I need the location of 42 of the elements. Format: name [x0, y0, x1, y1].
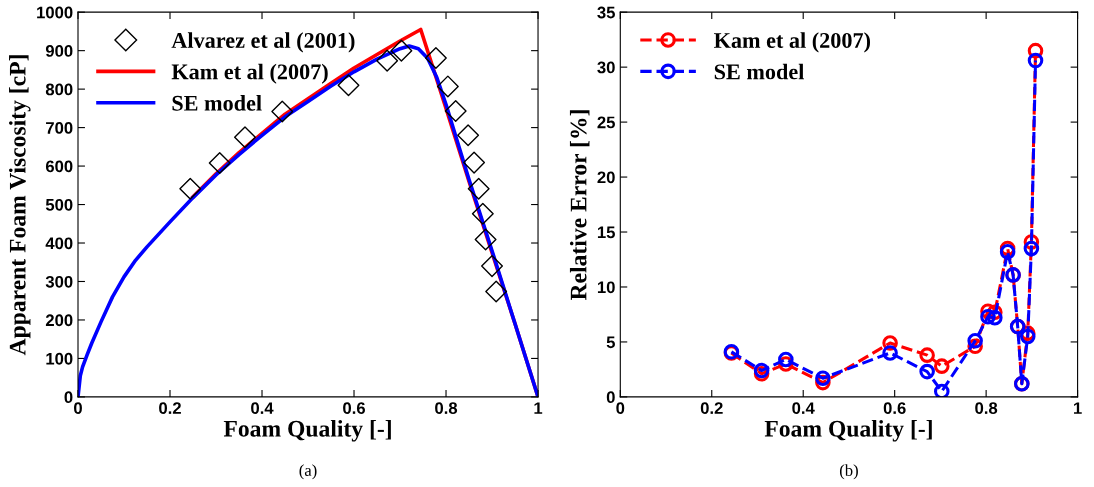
legend-label: Alvarez et al (2001)	[171, 32, 355, 53]
x-tick-label: 1	[534, 402, 543, 414]
y-tick-label: 15	[597, 226, 615, 239]
y-tick-label: 1000	[37, 6, 73, 19]
x-tick-label: 0.8	[975, 402, 998, 415]
legend-label: SE model	[172, 95, 262, 111]
text: (a)	[299, 464, 317, 480]
y-axis-title: Apparent Foam Viscosity [cP]	[9, 55, 31, 356]
x-tick-label: 0.6	[343, 402, 365, 415]
y-tick-label: 10	[597, 281, 615, 294]
y-tick-label: 700	[46, 122, 73, 134]
x-tick-label: 0.2	[159, 402, 181, 415]
legend-label: Kam et al (2007)	[714, 32, 871, 53]
y-tick-label: 0	[64, 391, 73, 404]
x-tick-label: 0.6	[883, 402, 906, 415]
x-tick-label: 0.2	[700, 402, 723, 415]
x-tick-label: 0	[616, 402, 625, 415]
y-tick-label: 900	[45, 45, 73, 57]
text: (b)	[839, 464, 858, 480]
y-tick-label: 200	[45, 314, 73, 327]
y-tick-label: 100	[46, 352, 73, 365]
x-tick-label: 0	[74, 402, 82, 415]
x-tick-label: 0.8	[435, 402, 458, 415]
y-tick-label: 30	[597, 61, 615, 74]
y-tick-label: 500	[45, 198, 73, 211]
y-tick-label: 600	[45, 160, 73, 173]
x-axis-title: Foam Quality [-]	[223, 420, 391, 442]
y-axis-title: Relative Error [%]	[569, 110, 590, 301]
x-tick-label: 0.4	[792, 402, 815, 415]
y-tick-label: 800	[45, 83, 73, 96]
y-tick-label: 0	[606, 391, 615, 404]
x-tick-label: 0.4	[251, 402, 274, 415]
legend-label: Kam et al (2007)	[171, 63, 328, 84]
y-tick-label: 25	[597, 116, 615, 129]
y-tick-label: 300	[45, 275, 73, 288]
y-tick-label: 20	[597, 171, 615, 184]
y-tick-label: 400	[45, 237, 73, 250]
y-tick-label: 35	[597, 6, 615, 19]
x-axis-title: Foam Quality [-]	[764, 420, 932, 442]
x-tick-label: 1	[1074, 402, 1082, 414]
legend-label: SE model	[714, 63, 805, 80]
y-tick-label: 5	[606, 336, 615, 349]
